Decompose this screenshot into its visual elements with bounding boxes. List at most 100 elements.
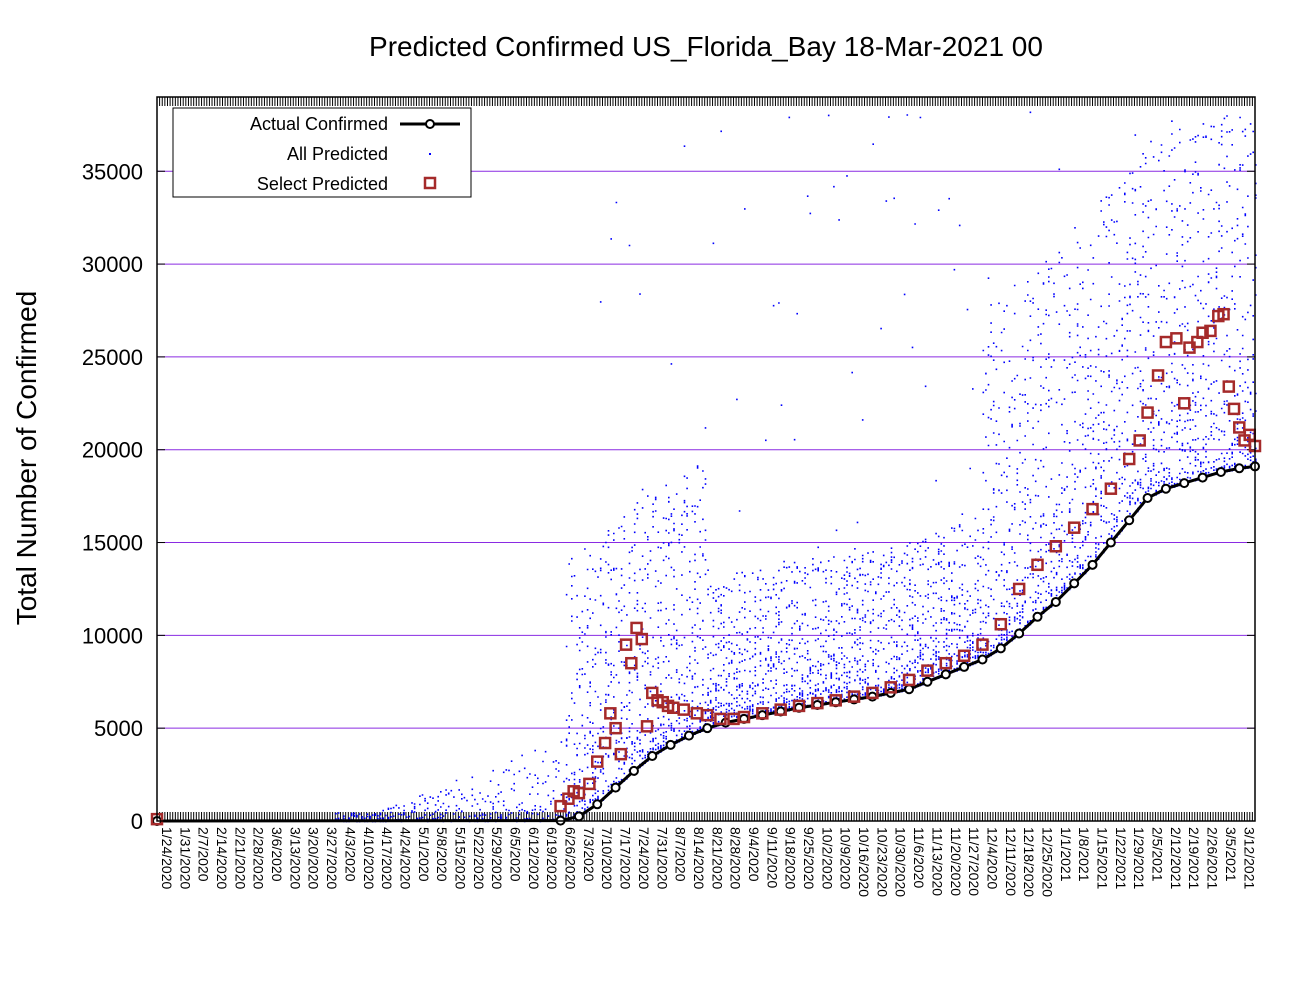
- select-predicted-series: [150, 307, 1262, 826]
- select-predicted-point: [1227, 402, 1241, 416]
- x-tick-label: 9/4/2020: [746, 827, 762, 882]
- x-tick-label: 8/14/2020: [691, 827, 707, 889]
- select-predicted-point: [625, 656, 638, 670]
- x-tick-label: 10/23/2020: [874, 827, 890, 897]
- x-tick-label: 5/8/2020: [434, 827, 450, 882]
- x-tick-label: 1/8/2021: [1076, 827, 1092, 882]
- x-tick-label: 9/25/2020: [801, 827, 817, 889]
- x-tick-label: 11/6/2020: [911, 827, 927, 888]
- select-predicted-point: [811, 696, 824, 710]
- select-predicted-point: [1170, 332, 1183, 345]
- actual-confirmed-point: [1105, 537, 1116, 548]
- select-predicted-point: [1177, 397, 1191, 410]
- select-predicted-point: [583, 777, 596, 791]
- x-tick-label: 5/29/2020: [489, 827, 505, 889]
- select-predicted-point: [1217, 307, 1230, 321]
- actual-confirmed-point: [1179, 478, 1190, 489]
- x-tick-label: 1/15/2021: [1095, 827, 1111, 889]
- x-tick-label: 2/19/2021: [1186, 827, 1202, 889]
- x-tick-label: 4/24/2020: [397, 827, 413, 889]
- select-predicted-point: [957, 649, 971, 663]
- select-predicted-point: [976, 638, 989, 651]
- grid: [157, 170, 1255, 729]
- select-predicted-point: [1196, 326, 1209, 340]
- select-predicted-point: [1204, 324, 1217, 338]
- x-tick-label: 10/2/2020: [819, 827, 835, 889]
- select-predicted-point: [737, 710, 751, 724]
- all-predicted-points: [335, 111, 1257, 823]
- actual-confirmed-point: [1197, 472, 1208, 483]
- select-predicted-point: [619, 638, 633, 651]
- x-tick-label: 10/30/2020: [893, 827, 909, 897]
- legend-actual-label: Actual Confirmed: [250, 114, 388, 134]
- y-tick-label: 0: [131, 809, 143, 834]
- select-predicted-point: [1151, 369, 1165, 382]
- actual-confirmed-point: [1069, 578, 1080, 589]
- x-tick-label: 7/3/2020: [581, 827, 597, 882]
- x-axis: 1/24/2020 1/31/2020 2/7/2020 2/14/2020 2/21/…: [156, 97, 1257, 897]
- select-predicted-point: [614, 747, 628, 761]
- x-tick-label: 8/21/2020: [709, 827, 725, 889]
- x-tick-label: 9/11/2020: [764, 827, 780, 888]
- select-predicted-point: [829, 694, 842, 707]
- select-predicted-point: [1233, 421, 1246, 434]
- actual-confirmed-point: [592, 799, 603, 810]
- legend-select-label: Select Predicted: [257, 174, 388, 194]
- x-tick-label: 3/6/2020: [269, 827, 285, 882]
- select-predicted-point: [572, 786, 586, 800]
- legend-all-label: All Predicted: [287, 144, 388, 164]
- legend: Actual Confirmed All Predicted Select Pr…: [172, 107, 472, 198]
- x-tick-label: 1/1/2021: [1058, 827, 1074, 882]
- select-predicted-point: [1086, 502, 1099, 516]
- actual-confirmed-point: [867, 691, 878, 702]
- x-tick-label: 2/12/2021: [1168, 827, 1184, 889]
- select-predicted-point: [640, 720, 654, 733]
- x-tick-label: 3/27/2020: [324, 827, 340, 889]
- y-tick-label: 5000: [94, 716, 143, 741]
- all-predicted-series: [335, 111, 1257, 823]
- actual-confirmed-point: [1050, 596, 1061, 607]
- x-tick-label: 2/5/2021: [1150, 827, 1166, 882]
- select-predicted-point: [792, 699, 806, 713]
- x-tick-label: 11/27/2020: [966, 827, 982, 896]
- x-tick-label: 7/10/2020: [599, 827, 615, 889]
- x-tick-label: 3/12/2021: [1241, 827, 1257, 889]
- x-tick-label: 1/29/2021: [1131, 827, 1147, 889]
- select-predicted-point: [1159, 335, 1173, 349]
- actual-confirmed-point: [995, 643, 1006, 654]
- actual-confirmed-point: [1234, 463, 1245, 474]
- actual-confirmed-point: [904, 684, 915, 695]
- actual-confirmed-series: [152, 461, 1260, 826]
- actual-confirmed-point: [647, 751, 658, 762]
- select-predicted-point: [604, 707, 617, 720]
- x-tick-label: 6/12/2020: [526, 827, 542, 889]
- select-predicted-point: [1133, 434, 1146, 447]
- actual-confirmed-point: [1032, 611, 1043, 622]
- x-tick-label: 1/31/2020: [177, 827, 193, 889]
- x-tick-label: 5/1/2020: [416, 827, 432, 882]
- select-predicted-point: [866, 686, 879, 700]
- select-predicted-point: [635, 632, 649, 646]
- x-tick-label: 9/18/2020: [783, 827, 799, 889]
- x-tick-label: 8/7/2020: [673, 827, 689, 882]
- y-tick-label: 10000: [82, 623, 143, 648]
- x-tick-label: 1/24/2020: [159, 827, 175, 889]
- y-tick-label: 15000: [82, 531, 143, 556]
- select-predicted-point: [994, 617, 1008, 631]
- actual-confirmed-point: [702, 723, 713, 734]
- actual-confirmed-point: [1087, 559, 1098, 570]
- select-predicted-point: [1049, 540, 1063, 553]
- actual-confirmed-point: [1160, 483, 1171, 494]
- select-predicted-point: [690, 707, 704, 720]
- chart-title: Predicted Confirmed US_Florida_Bay 18-Ma…: [369, 31, 1043, 62]
- select-predicted-point: [590, 755, 604, 768]
- select-predicted-point: [1104, 482, 1118, 495]
- actual-confirmed-point: [1142, 492, 1153, 503]
- select-predicted-point: [609, 721, 622, 735]
- x-tick-label: 11/20/2020: [948, 827, 964, 896]
- actual-confirmed-point: [922, 676, 933, 687]
- x-tick-label: 1/22/2021: [1113, 827, 1129, 889]
- select-predicted-point: [774, 703, 787, 716]
- actual-confirmed-point: [940, 669, 951, 680]
- actual-confirmed-point: [1014, 628, 1025, 639]
